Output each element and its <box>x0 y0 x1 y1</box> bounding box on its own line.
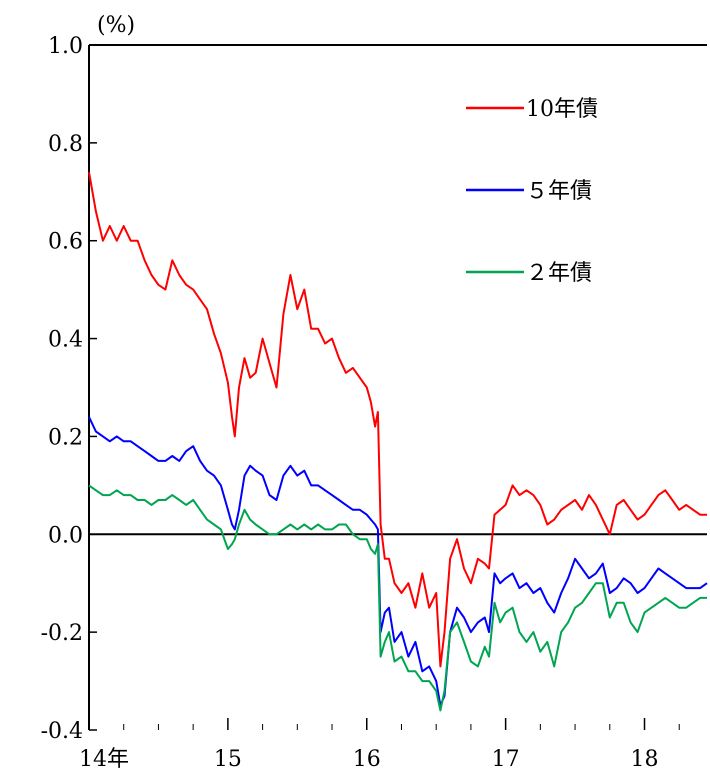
y-tick-label: 0.0 <box>48 523 83 548</box>
y-unit-label: (%) <box>97 13 135 38</box>
legend-label-3: ２年債 <box>526 261 592 286</box>
y-tick-label: -0.4 <box>41 719 83 744</box>
x-tick-label: 15 <box>214 747 242 772</box>
y-tick-label: 1.0 <box>48 34 83 59</box>
series-line-2 <box>88 416 708 707</box>
x-axis: 14年 15 16 17 18 <box>79 718 680 772</box>
series-lines <box>88 172 708 712</box>
y-tick-label: 0.8 <box>48 132 83 157</box>
series-line-3 <box>88 484 707 712</box>
x-tick-label: 18 <box>631 747 659 772</box>
y-tick-label: 0.6 <box>48 230 83 255</box>
legend-label-2: ５年債 <box>526 179 592 204</box>
y-tick-label: -0.2 <box>41 621 83 646</box>
legend: 10年債 ５年債 ２年債 <box>466 97 598 286</box>
legend-label-1: 10年債 <box>526 97 598 122</box>
y-tick-label: 0.4 <box>48 328 83 353</box>
y-tick-label: 0.2 <box>48 425 83 450</box>
x-tick-label: 16 <box>353 747 381 772</box>
x-tick-label: 14年 <box>79 747 129 772</box>
series-line-1 <box>88 172 707 668</box>
x-tick-label: 17 <box>492 747 520 772</box>
plot-frame <box>88 44 707 730</box>
y-axis: 1.0 0.8 0.6 0.4 0.2 0.0 -0.2 -0.4 <box>41 34 97 744</box>
